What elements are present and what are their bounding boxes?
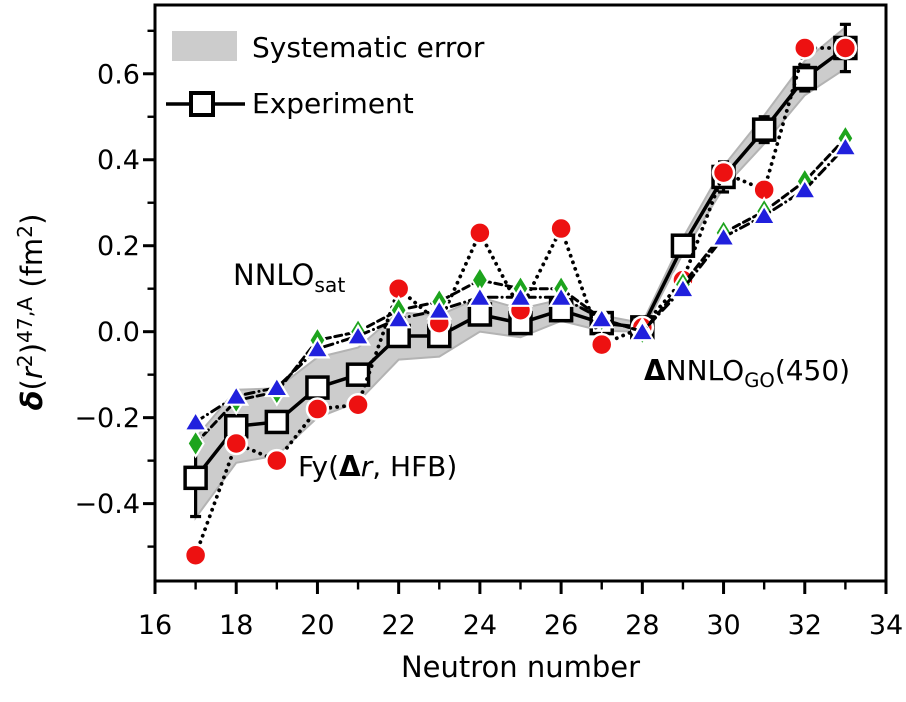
x-tick-label: 28 [625, 610, 659, 641]
fy-hfb-marker [224, 431, 248, 456]
fy-hfb-label-part: Δ [339, 450, 361, 483]
dnnlo-go-marker [263, 375, 290, 398]
legend-experiment-marker-sample [189, 91, 215, 117]
y-axis-title-part: r [15, 365, 49, 379]
dnnlo-go-marker [588, 306, 615, 329]
dnnlo-go-marker [223, 384, 250, 406]
x-tick-label: 26 [544, 610, 578, 641]
dnnlo-go-marker [182, 409, 209, 432]
dnnlo-go-marker [507, 285, 534, 307]
y-tick-label: −0.4 [74, 489, 140, 520]
plot-frame [153, 3, 888, 583]
dnnlo-go-marker [751, 203, 778, 226]
fy-hfb-marker [468, 221, 492, 245]
experiment-marker [670, 233, 696, 258]
fy-hfb-label-part: , HFB) [372, 450, 457, 483]
experiment-marker [792, 65, 818, 91]
y-axis-title-part: 47,A [13, 297, 37, 343]
dnnlo-go-marker [426, 298, 453, 320]
experiment-marker [264, 409, 290, 435]
y-tick-label: −0.2 [74, 403, 140, 434]
fy-hfb-marker [265, 448, 289, 473]
fy-hfb-label-part: r [361, 450, 374, 483]
y-axis-title-part: ) [15, 343, 49, 354]
fy-hfb-marker [589, 332, 614, 357]
experiment-marker [751, 117, 777, 142]
nnlo-sat-label: NNLOsat [233, 258, 345, 297]
y-axis-title-part: ) [15, 214, 49, 225]
legend-band-swatch [172, 31, 237, 61]
dnnlo-go-marker [385, 306, 412, 329]
experiment-marker [183, 465, 208, 491]
y-axis-title: δ(r2)47,A (fm2) [13, 214, 49, 411]
experiment-marker [345, 362, 371, 387]
y-axis-title-part: 2 [13, 354, 37, 367]
nnlo-sat-label-part: sat [314, 273, 345, 297]
dnnlo-go-label-part: GO [744, 369, 775, 392]
x-tick-label: 34 [869, 610, 903, 641]
dnnlo-go-marker [791, 177, 818, 200]
x-tick-label: 24 [463, 610, 497, 641]
dnnlo-go-label-part: NNLO [666, 354, 745, 387]
dnnlo-go-marker [345, 323, 371, 346]
nnlo-sat-marker [186, 428, 205, 459]
y-axis-title-part: δ [15, 390, 49, 410]
fy-hfb-marker [793, 36, 817, 60]
legend-label-systematic-error: Systematic error [252, 31, 485, 64]
dnnlo-go-marker [832, 134, 859, 157]
dnnlo-go-label-part: (450) [775, 354, 850, 387]
x-tick-label: 32 [788, 610, 822, 641]
x-axis: 16 18 20 22 24 26 28 30 32 34 Neutron number [138, 582, 903, 684]
fy-hfb-marker [346, 393, 370, 417]
dnnlo-go-marker [629, 319, 656, 342]
y-axis-title-part: 2 [13, 225, 37, 238]
y-tick-label: 0.6 [97, 59, 140, 90]
x-tick-label: 20 [300, 610, 334, 641]
nnlo-sat-label-part: NNLO [233, 258, 314, 292]
fy-hfb-marker [711, 160, 736, 185]
dnnlo-go-marker [670, 276, 696, 299]
x-tick-label: 16 [138, 610, 172, 641]
dnnlo-go-label-part: Δ [644, 354, 666, 387]
y-tick-label: 0.0 [97, 317, 140, 348]
fy-hfb-marker [833, 36, 858, 60]
experiment-marker [467, 302, 493, 327]
experiment-marker [305, 375, 330, 400]
x-tick-label: 18 [219, 610, 253, 641]
fy-hfb-label: Fy(Δr, HFB) [298, 450, 457, 483]
fy-hfb-marker [183, 543, 208, 567]
fy-hfb-label-part: Fy( [298, 450, 339, 483]
fy-hfb-marker [305, 397, 330, 421]
dnnlo-go-marker [304, 336, 331, 359]
plot-area [182, 22, 859, 567]
legend-label-experiment: Experiment [252, 87, 414, 120]
x-axis-title: Neutron number [401, 650, 640, 684]
y-tick-label: 0.4 [97, 145, 140, 176]
y-axis-title-part: ( [15, 379, 49, 390]
y-axis-title-part: (fm [15, 238, 49, 297]
fy-hfb-line [193, 46, 848, 558]
y-tick-label: 0.2 [97, 231, 140, 262]
dnnlo-go-marker [710, 224, 737, 247]
series-dnnlo-go [182, 134, 859, 432]
y-axis: 0.60.40.20.0−0.2−0.4δ(r2)47,A (fm2) [13, 29, 154, 548]
experiment-marker [386, 323, 411, 349]
legend: Systematic error Experiment [166, 31, 485, 120]
dnnlo-go-marker [548, 285, 575, 307]
fy-hfb-marker [549, 216, 573, 241]
dnnlo-go-label: ΔNNLOGO(450) [644, 354, 850, 392]
x-tick-label: 22 [381, 610, 415, 641]
dnnlo-go-marker [466, 285, 493, 307]
x-tick-label: 30 [706, 610, 740, 641]
